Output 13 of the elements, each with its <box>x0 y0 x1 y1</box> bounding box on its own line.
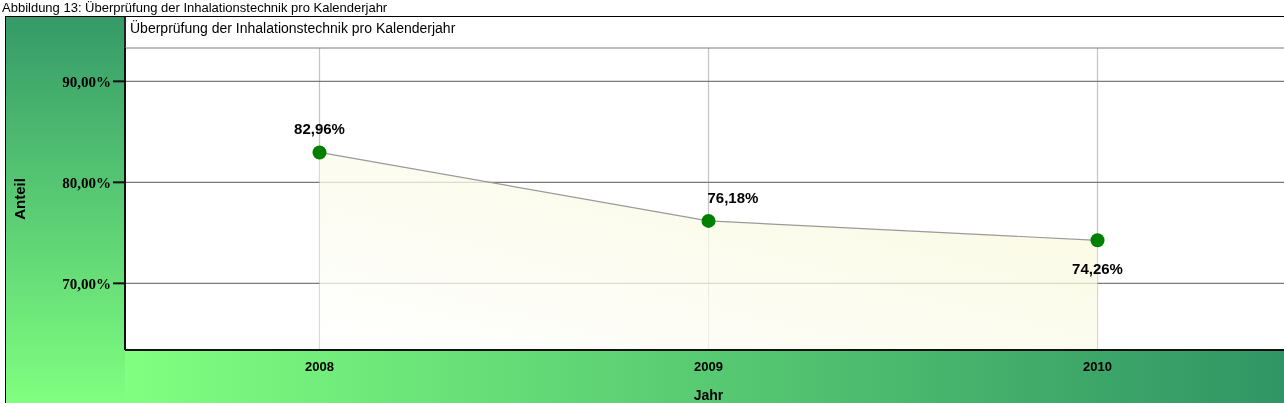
chart-title: Überprüfung der Inhalationstechnik pro Kalenderjahr <box>130 20 456 37</box>
y-tick-label: 70,00% <box>62 275 111 292</box>
data-label: 74,26% <box>1072 260 1123 278</box>
x-tick-label: 2010 <box>1083 359 1112 375</box>
y-tick-label: 80,00% <box>62 174 111 191</box>
data-label: 76,18% <box>707 188 759 206</box>
text: Abbildung 13: Überprüfung der Inhalationstechnik pro Kalenderjahr <box>2 0 388 15</box>
x-tick-label: 2009 <box>694 359 723 375</box>
x-tick-label: 2008 <box>305 359 334 375</box>
data-label: 82,96% <box>294 120 345 138</box>
x-axis-title: Jahr <box>693 387 724 403</box>
y-axis-title: Anteil <box>10 178 28 220</box>
y-tick-label: 90,00% <box>62 73 111 90</box>
